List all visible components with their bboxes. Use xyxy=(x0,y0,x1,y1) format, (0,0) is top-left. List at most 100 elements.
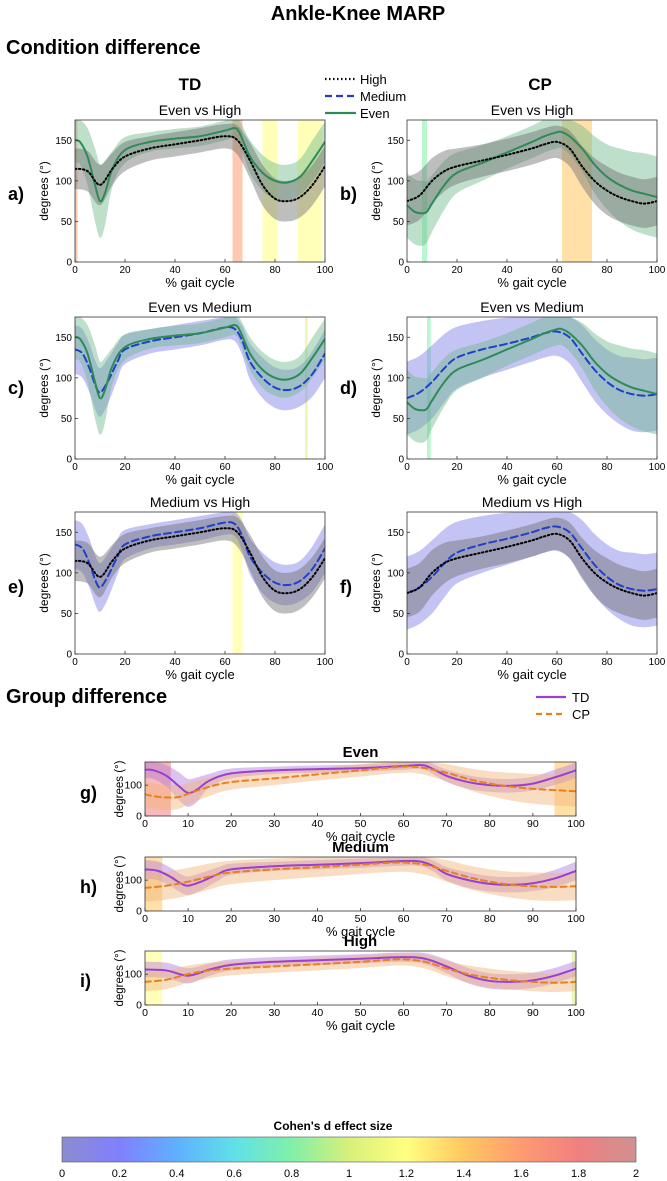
x-tick-label: 60 xyxy=(398,818,410,830)
legend-label-td: TD xyxy=(572,690,589,705)
x-tick-label: 40 xyxy=(312,1007,324,1019)
sd-band-medium xyxy=(407,512,657,630)
y-tick-label: 150 xyxy=(387,528,404,539)
x-tick-label: 0 xyxy=(142,1007,148,1019)
x-tick-label: 40 xyxy=(169,265,181,276)
x-tick-label: 40 xyxy=(312,818,324,830)
x-tick-label: 10 xyxy=(182,818,194,830)
x-tick-label: 70 xyxy=(441,913,453,925)
x-tick-label: 30 xyxy=(268,1007,280,1019)
panel-label: h) xyxy=(80,877,97,897)
chart-title: Even vs High xyxy=(491,102,573,118)
sd-band-td xyxy=(145,857,576,895)
x-tick-label: 100 xyxy=(567,1007,585,1019)
x-tick-label: 40 xyxy=(169,462,181,473)
y-tick-label: 150 xyxy=(55,333,72,344)
y-axis-label: degrees (°) xyxy=(369,358,383,418)
y-axis-label: degrees (°) xyxy=(114,949,126,1006)
y-tick-label: 0 xyxy=(66,455,72,466)
x-tick-label: 60 xyxy=(219,657,231,668)
x-tick-label: 60 xyxy=(551,462,563,473)
y-tick-label: 100 xyxy=(124,780,142,792)
x-tick-label: 80 xyxy=(601,657,613,668)
x-axis-label: % gait cycle xyxy=(326,1018,395,1033)
chart-title: Even vs High xyxy=(159,102,241,118)
x-tick-label: 100 xyxy=(317,265,334,276)
x-tick-label: 40 xyxy=(501,265,513,276)
sd-band-even xyxy=(75,120,325,238)
plot-area xyxy=(145,951,576,1005)
x-tick-label: 0 xyxy=(142,913,148,925)
x-tick-label: 90 xyxy=(527,913,539,925)
sd-band-cp xyxy=(145,762,576,810)
y-tick-label: 100 xyxy=(55,373,72,384)
y-tick-label: 50 xyxy=(393,414,405,425)
effect-size-highlight xyxy=(232,120,243,262)
x-tick-label: 40 xyxy=(501,462,513,473)
colorbar-tick-label: 0.4 xyxy=(169,1168,184,1180)
legend-label-medium: Medium xyxy=(360,89,406,104)
x-tick-label: 90 xyxy=(527,818,539,830)
x-tick-label: 20 xyxy=(225,1007,237,1019)
y-tick-label: 0 xyxy=(136,1000,142,1012)
colorbar-gradient xyxy=(61,1136,637,1163)
y-tick-label: 150 xyxy=(55,528,72,539)
chart-panel-i: 0 10 20 30 40 50 60 70 80 90 100 0 100 High % gait cyc… xyxy=(80,933,585,1033)
x-tick-label: 30 xyxy=(268,818,280,830)
y-tick-label: 50 xyxy=(61,217,73,228)
y-tick-label: 100 xyxy=(124,969,142,981)
x-tick-label: 80 xyxy=(601,462,613,473)
x-tick-label: 40 xyxy=(501,657,513,668)
y-tick-label: 50 xyxy=(393,217,405,228)
y-tick-label: 150 xyxy=(387,136,404,147)
figure-title: Ankle-Knee MARP xyxy=(271,3,445,25)
series-line-high xyxy=(75,527,325,595)
x-tick-label: 100 xyxy=(567,818,585,830)
y-axis-label: degrees (°) xyxy=(37,553,51,613)
x-tick-label: 10 xyxy=(182,913,194,925)
sd-band-even xyxy=(407,120,657,246)
axes-frame xyxy=(74,511,326,655)
colorbar-ticks: 0 0.2 0.4 0.6 0.8 1 1.2 1.4 1.6 1.8 2 xyxy=(59,1168,639,1180)
series-line-even xyxy=(407,327,657,412)
y-axis-label: degrees (°) xyxy=(369,553,383,613)
chart-panel-e: 0 20 40 60 80 100 0 50 100 150 Medium vs High % gai… xyxy=(8,494,334,682)
effect-size-highlight xyxy=(262,120,278,262)
x-axis-label: % gait cycle xyxy=(326,829,395,844)
y-tick-label: 50 xyxy=(61,414,73,425)
y-axis-label: degrees (°) xyxy=(114,760,126,817)
colorbar-tick-label: 1.2 xyxy=(399,1168,414,1180)
chart-panel-c: 0 20 40 60 80 100 0 50 100 150 Even vs Medium % gai… xyxy=(8,299,334,487)
x-tick-label: 10 xyxy=(182,1007,194,1019)
effect-size-highlight xyxy=(232,512,243,654)
x-tick-label: 80 xyxy=(269,657,281,668)
chart-title: Even vs Medium xyxy=(480,299,583,315)
legend-label-cp: CP xyxy=(572,707,590,722)
plot-area xyxy=(407,317,657,459)
x-axis-label: % gait cycle xyxy=(165,275,234,290)
y-tick-label: 100 xyxy=(55,568,72,579)
x-tick-label: 0 xyxy=(404,657,410,668)
x-tick-label: 0 xyxy=(142,818,148,830)
group-legend: TD CP xyxy=(536,690,590,722)
x-tick-label: 100 xyxy=(649,462,666,473)
chart-panel-f: 0 20 40 60 80 100 0 50 100 150 Medium vs High % gai… xyxy=(340,494,666,682)
y-axis-label: degrees (°) xyxy=(369,161,383,221)
x-tick-label: 0 xyxy=(404,462,410,473)
panel-label: b) xyxy=(340,184,357,204)
y-axis-label: degrees (°) xyxy=(37,161,51,221)
y-tick-label: 100 xyxy=(387,568,404,579)
x-tick-label: 40 xyxy=(312,913,324,925)
series-line-cp xyxy=(145,765,576,799)
x-tick-label: 60 xyxy=(398,1007,410,1019)
x-tick-label: 20 xyxy=(225,913,237,925)
axes-frame xyxy=(406,511,658,655)
x-tick-label: 100 xyxy=(317,462,334,473)
series-line-medium xyxy=(407,330,657,400)
series-line-cp xyxy=(145,861,576,889)
x-tick-label: 100 xyxy=(567,913,585,925)
effect-size-highlight xyxy=(427,317,431,459)
plot-area xyxy=(75,512,325,654)
y-tick-label: 0 xyxy=(398,650,404,661)
